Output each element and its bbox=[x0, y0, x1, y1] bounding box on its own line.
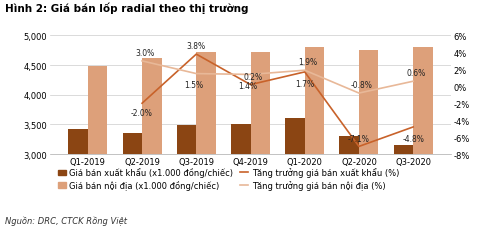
Legend: Giá bán xuất khẩu (x1.000 đồng/chiếc), Giá bán nội địa (x1.000 đồng/chiếc), Tăng: Giá bán xuất khẩu (x1.000 đồng/chiếc), G… bbox=[54, 164, 402, 193]
Text: 3.8%: 3.8% bbox=[187, 42, 206, 51]
Text: Hình 2: Giá bán lốp radial theo thị trường: Hình 2: Giá bán lốp radial theo thị trườ… bbox=[5, 2, 248, 14]
Bar bbox=[305, 48, 324, 154]
Text: 3.0%: 3.0% bbox=[135, 49, 154, 58]
Text: -4.8%: -4.8% bbox=[402, 134, 424, 143]
Text: 0.6%: 0.6% bbox=[406, 69, 425, 78]
Text: -7.1%: -7.1% bbox=[348, 134, 370, 143]
Bar bbox=[413, 48, 433, 154]
Text: 1.9%: 1.9% bbox=[298, 58, 317, 67]
Bar bbox=[68, 130, 88, 154]
Text: 1.7%: 1.7% bbox=[295, 79, 314, 88]
Text: Nguồn: DRC, CTCK Rồng Việt: Nguồn: DRC, CTCK Rồng Việt bbox=[5, 215, 127, 225]
Bar bbox=[177, 126, 196, 154]
Text: 1.4%: 1.4% bbox=[238, 82, 258, 91]
Text: 1.5%: 1.5% bbox=[184, 81, 203, 90]
Bar bbox=[359, 50, 378, 154]
Bar bbox=[250, 53, 270, 154]
Text: -0.8%: -0.8% bbox=[351, 81, 373, 90]
Bar bbox=[142, 59, 162, 154]
Bar bbox=[123, 134, 142, 154]
Bar bbox=[196, 53, 216, 154]
Bar bbox=[339, 137, 359, 154]
Bar bbox=[88, 67, 107, 154]
Bar bbox=[394, 146, 413, 154]
Bar bbox=[231, 125, 250, 154]
Bar bbox=[285, 119, 305, 154]
Text: 0.2%: 0.2% bbox=[243, 72, 263, 81]
Text: -2.0%: -2.0% bbox=[131, 109, 153, 118]
